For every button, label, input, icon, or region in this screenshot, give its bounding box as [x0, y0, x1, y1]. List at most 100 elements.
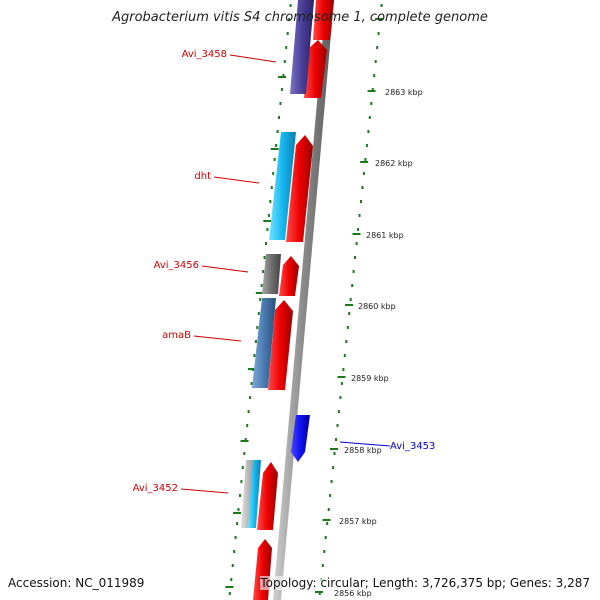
ruler-dot: [330, 480, 333, 483]
ruler-dot: [336, 424, 339, 427]
ruler-dot: [234, 536, 237, 539]
ruler-dot: [278, 116, 280, 119]
ruler-dot: [246, 424, 249, 427]
ruler-dot: [335, 438, 337, 441]
ruler-dot: [355, 242, 358, 245]
gene-label-avi3452: Avi_3452: [133, 483, 178, 494]
gene-feature-red-1: [313, 0, 334, 40]
ruler-dot: [351, 284, 354, 287]
ruler-dot: [253, 354, 256, 357]
ruler-dot: [250, 382, 253, 385]
ruler-dot: [333, 452, 336, 455]
ruler-major-tick: [225, 586, 234, 588]
leader-line-avi3456: [201, 265, 249, 273]
scale-label: 2859 kbp: [351, 374, 389, 383]
ruler-dot: [348, 312, 351, 315]
scale-label: 2856 kbp: [334, 589, 372, 598]
gene-feature-steel-amab: [252, 298, 276, 388]
ruler-dot: [279, 102, 282, 105]
ruler-dot: [368, 116, 371, 119]
gene-label-avi3456: Avi_3456: [154, 260, 199, 271]
ruler-major-tick: [322, 519, 331, 521]
ruler-dot: [288, 18, 291, 21]
gene-feature-blue-avi3453: [291, 415, 310, 462]
ruler-dot: [357, 228, 360, 231]
ruler-major-tick: [314, 591, 323, 593]
ruler-dot: [342, 368, 345, 371]
leader-line-avi3452: [180, 488, 229, 494]
gene-feature-purple-avi3458: [290, 0, 314, 94]
scale-label: 2862 kbp: [375, 159, 413, 168]
ruler-dot: [337, 410, 340, 413]
ruler-major-tick: [278, 76, 287, 78]
ruler-dot: [343, 354, 346, 357]
ruler-dot: [339, 396, 342, 399]
ruler-dot: [244, 438, 247, 441]
ruler-dot: [371, 88, 374, 91]
ruler-dot: [256, 326, 259, 329]
ruler-dot: [265, 242, 267, 245]
ruler-dot: [362, 172, 365, 175]
leader-line-dht: [213, 176, 260, 184]
ruler-major-tick: [255, 292, 264, 294]
ruler-dot: [266, 228, 269, 231]
ruler-dot: [365, 144, 368, 147]
scale-label: 2858 kbp: [344, 446, 382, 455]
gene-label-avi3458: Avi_3458: [182, 49, 227, 60]
map-title: Agrobacterium vitis S4 chromosome 1, com…: [112, 10, 488, 25]
ruler-dot: [243, 452, 246, 455]
ruler-dot: [282, 74, 285, 77]
ruler-dot: [273, 158, 276, 161]
ruler-major-tick: [248, 368, 256, 370]
ruler-dot: [259, 298, 262, 301]
leader-line-avi3453: [339, 441, 391, 447]
ruler-dot: [230, 578, 233, 581]
ruler-dot: [275, 144, 278, 147]
ruler-dot: [380, 4, 383, 7]
gene-feature-light-avi3452: [241, 460, 254, 528]
ruler-dot: [240, 480, 243, 483]
ruler-major-tick: [263, 220, 272, 222]
ruler-dot: [228, 592, 231, 595]
ruler-dot: [318, 592, 321, 595]
ruler-major-tick: [352, 233, 361, 235]
ruler-dot: [367, 130, 370, 133]
ruler-dot: [276, 130, 279, 133]
ruler-major-tick: [360, 161, 369, 163]
genome-stats-text: Topology: circular; Length: 3,726,375 bp…: [260, 576, 590, 590]
gene-feature-cyan-dht: [269, 132, 296, 240]
ruler-dot: [332, 466, 335, 469]
ruler-dot: [280, 88, 283, 91]
ruler-dot: [254, 340, 257, 343]
gene-feature-cyan-avi3452: [248, 460, 261, 528]
gene-feature-red-3: [286, 135, 313, 242]
ruler-dot: [285, 46, 288, 49]
ruler-major-tick: [330, 448, 338, 450]
ruler-dot: [352, 270, 355, 273]
ruler-dot: [361, 186, 364, 189]
ruler-dot: [327, 508, 330, 511]
ruler-dot: [329, 494, 332, 497]
ruler-major-tick: [240, 440, 249, 442]
ruler-dot: [346, 326, 349, 329]
ruler-dot: [249, 396, 252, 399]
ruler-dot: [370, 102, 373, 105]
ruler-dot: [349, 298, 352, 301]
ruler-dot: [260, 284, 263, 287]
ruler-dot: [233, 550, 236, 553]
ruler-dot: [257, 312, 260, 315]
ruler-dot: [323, 550, 326, 553]
ruler-dot: [364, 158, 367, 161]
ruler-dot: [269, 200, 272, 203]
ruler-dot: [289, 4, 292, 7]
gene-label-amab: amaB: [162, 330, 191, 341]
ruler-major-tick: [345, 304, 354, 306]
ruler-dot: [374, 60, 377, 63]
ruler-major-tick: [367, 90, 376, 92]
ruler-major-tick: [270, 148, 279, 150]
ruler-dot: [231, 564, 234, 567]
gene-feature-red-5: [268, 300, 293, 390]
ruler-dot: [354, 256, 357, 259]
ruler-dot: [263, 256, 266, 259]
